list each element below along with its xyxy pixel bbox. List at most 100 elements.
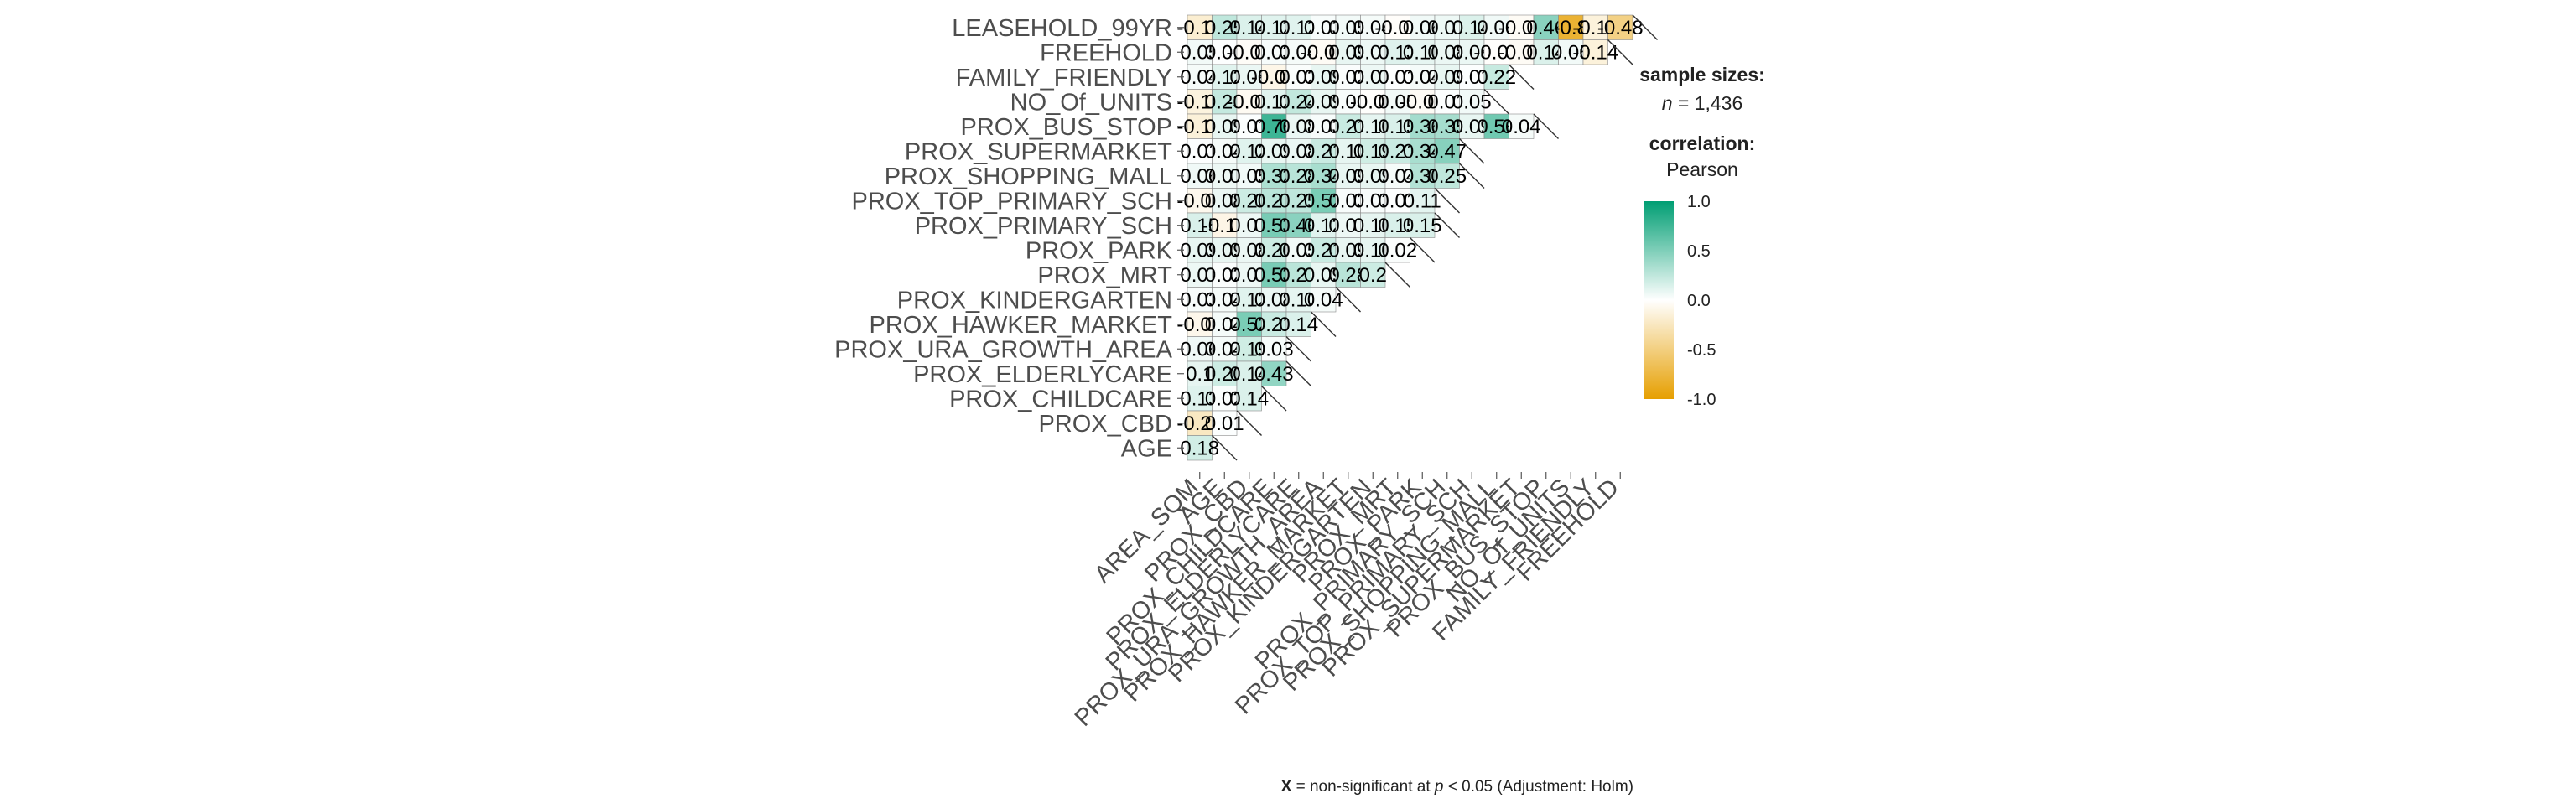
legend-corr-method: Pearson <box>1666 158 1738 180</box>
cell-fill <box>1261 113 1287 139</box>
cell-fill <box>1384 212 1410 238</box>
cell-fill <box>1236 163 1262 189</box>
cell-fill <box>1187 262 1213 288</box>
cell-fill <box>1335 237 1361 263</box>
cell-fill <box>1236 64 1262 90</box>
y-axis-label: FAMILY_FRIENDLY <box>956 65 1172 91</box>
legend-sample-size: n = 1,436 <box>1662 92 1743 114</box>
diagonal-mark <box>1236 410 1262 436</box>
cell-fill <box>1236 39 1262 65</box>
heatmap-cell: 0.04 <box>1502 113 1541 139</box>
cell-fill <box>1410 64 1436 90</box>
cell-fill <box>1384 188 1410 214</box>
y-axis-label: PROX_SHOPPING_MALL <box>885 163 1172 190</box>
y-axis-label: PROX_CHILDCARE <box>949 386 1172 412</box>
cell-fill <box>1384 237 1410 263</box>
cell-fill <box>1360 113 1386 139</box>
cell-fill <box>1335 262 1361 288</box>
cell-fill <box>1509 113 1535 139</box>
cell-fill <box>1285 39 1311 65</box>
cell-fill <box>1212 212 1238 238</box>
y-axis-label: PROX_PARK <box>1026 237 1173 264</box>
cell-fill <box>1311 113 1337 139</box>
cell-fill <box>1187 14 1213 40</box>
cell-fill <box>1212 262 1238 288</box>
cell-fill <box>1360 212 1386 238</box>
cell-fill <box>1285 311 1311 337</box>
cell-fill <box>1410 138 1436 164</box>
cell-fill <box>1187 410 1213 436</box>
heatmap-grid: -0.180.250.140.120.120.030.050.04-0.020.… <box>1176 14 1658 461</box>
cell-value-label: 0.15 <box>1403 215 1442 237</box>
cell-fill <box>1187 138 1213 164</box>
heatmap-cell: 0.07 <box>1353 64 1393 90</box>
cell-fill <box>1311 163 1337 189</box>
cell-fill <box>1410 89 1436 115</box>
cell-fill <box>1360 14 1386 40</box>
cell-fill <box>1434 113 1460 139</box>
cell-fill <box>1236 336 1262 362</box>
legend: sample sizes: n = 1,436 correlation: Pea… <box>1639 64 1765 409</box>
cell-fill <box>1212 64 1238 90</box>
cell-fill <box>1236 386 1262 412</box>
cell-fill <box>1285 212 1311 238</box>
cell-value-label: 0.11 <box>1404 189 1441 212</box>
caption-p-symbol: p <box>1434 778 1444 796</box>
cell-value-label: 0.47 <box>1427 140 1467 163</box>
caption-x-symbol: X <box>1281 778 1292 796</box>
colorbar-tick-label: 0.5 <box>1687 242 1711 261</box>
diagonal-mark <box>1434 188 1460 214</box>
legend-n-symbol: n <box>1662 92 1673 114</box>
cell-fill <box>1483 64 1509 90</box>
cell-fill <box>1261 64 1287 90</box>
cell-fill <box>1483 14 1509 40</box>
cell-fill <box>1187 39 1213 65</box>
cell-value-label: 0.01 <box>1205 412 1244 435</box>
diagonal-mark <box>1459 163 1485 189</box>
cell-fill <box>1335 89 1361 115</box>
cell-fill <box>1410 188 1436 214</box>
diagonal-mark <box>1509 64 1535 90</box>
y-axis-label: PROX_PRIMARY_SCH <box>915 213 1172 240</box>
cell-value-label: -0.48 <box>1597 17 1644 39</box>
cell-fill <box>1236 287 1262 313</box>
cell-value-label: 0.14 <box>1229 387 1269 410</box>
cell-fill <box>1459 89 1485 115</box>
cell-fill <box>1236 262 1262 288</box>
cell-value-label: 0.43 <box>1254 363 1294 386</box>
colorbar-tick-label: -1.0 <box>1687 391 1716 409</box>
cell-fill <box>1434 64 1460 90</box>
heatmap-cell: 0.05 <box>1452 89 1492 115</box>
y-axis-label: PROX_ELDERLYCARE <box>913 361 1172 388</box>
legend-sample-title: sample sizes: <box>1639 64 1765 86</box>
cell-fill <box>1187 113 1213 139</box>
heatmap-cell: 0.14 <box>1279 311 1318 337</box>
cell-value-label: 0.03 <box>1254 338 1294 360</box>
cell-value-label: 0.22 <box>1477 66 1516 89</box>
cell-fill <box>1311 64 1337 90</box>
caption-text-a: = non-significant at <box>1296 778 1431 796</box>
diagonal-mark <box>1285 360 1311 386</box>
cell-fill <box>1384 138 1410 164</box>
cell-value-label: 0.14 <box>1279 314 1318 336</box>
y-axis-labels: LEASEHOLD_99YRFREEHOLDFAMILY_FRIENDLYNO_… <box>834 15 1184 462</box>
cell-fill <box>1261 163 1287 189</box>
heatmap-cell: 0.01 <box>1205 410 1244 436</box>
heatmap-cell: 0.11 <box>1404 188 1441 214</box>
cell-fill <box>1582 14 1608 40</box>
cell-fill <box>1335 113 1361 139</box>
cell-fill <box>1360 262 1386 288</box>
cell-fill <box>1212 336 1238 362</box>
y-axis-label: PROX_SUPERMARKET <box>905 138 1172 165</box>
cell-fill <box>1410 212 1436 238</box>
cell-fill <box>1212 410 1238 436</box>
cell-fill <box>1459 64 1485 90</box>
cell-fill <box>1261 262 1287 288</box>
cell-fill <box>1434 39 1460 65</box>
y-axis-label: PROX_URA_GROWTH_AREA <box>834 336 1173 363</box>
cell-fill <box>1285 287 1311 313</box>
cell-fill <box>1187 336 1213 362</box>
cell-fill <box>1459 113 1485 139</box>
diagonal-mark <box>1459 138 1485 164</box>
